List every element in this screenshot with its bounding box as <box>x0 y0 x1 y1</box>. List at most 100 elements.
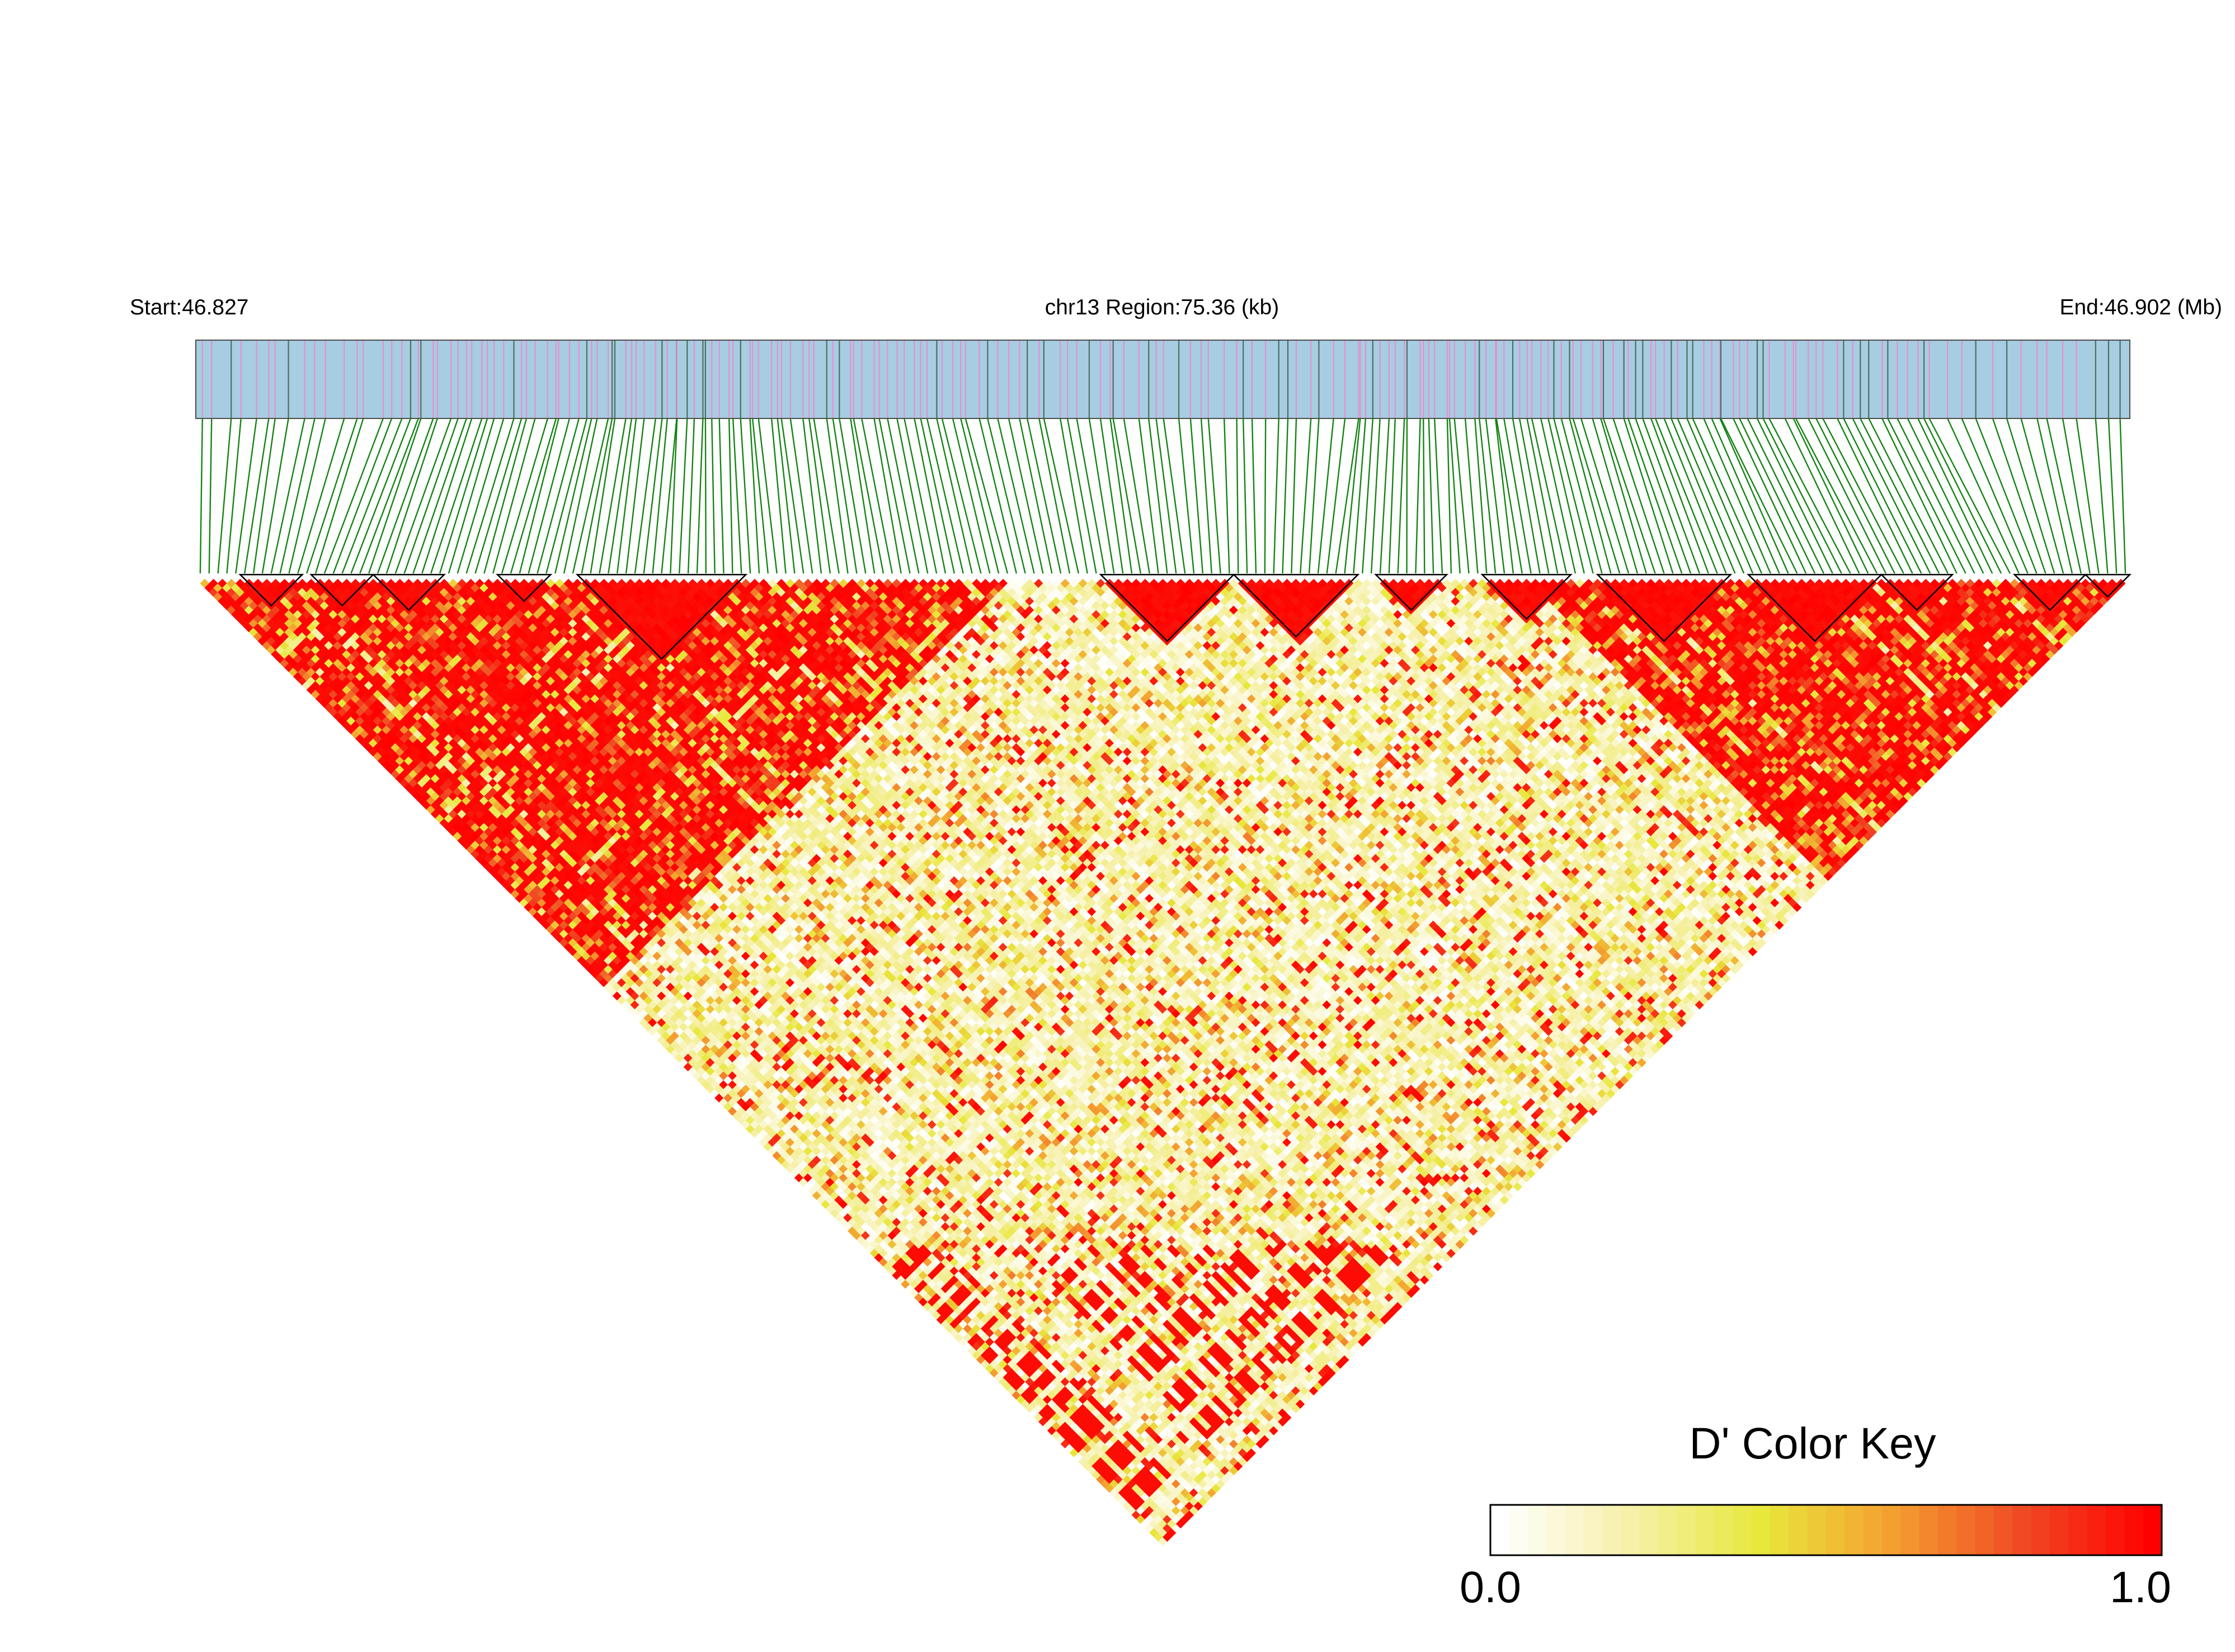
snp-connector <box>1655 418 1718 574</box>
snp-connector <box>1251 418 1257 574</box>
snp-connector <box>740 418 751 574</box>
snp-connector <box>590 418 616 574</box>
snp-connector <box>1474 418 1488 574</box>
snp-connector <box>1224 418 1230 574</box>
snp-connector <box>1815 418 1895 574</box>
snp-connector <box>914 418 947 574</box>
snp-connector <box>687 418 695 574</box>
snp-connector <box>1464 418 1479 574</box>
snp-connector <box>226 418 242 574</box>
snp-connector <box>1163 418 1186 574</box>
snp-connector <box>1747 418 1824 574</box>
snp-connector-lines <box>199 418 2126 574</box>
snp-connector <box>652 418 669 574</box>
snp-connector <box>878 418 911 574</box>
region-size-label: chr13 Region:75.36 (kb) <box>1045 295 1279 319</box>
snp-connector <box>789 418 813 574</box>
snp-connector <box>1852 418 1931 574</box>
snp-connector <box>896 418 929 574</box>
snp-connector <box>952 418 991 574</box>
snp-connector <box>1415 418 1421 574</box>
snp-connector <box>1448 418 1461 574</box>
snp-connector <box>394 418 452 574</box>
snp-connector <box>332 418 393 574</box>
snp-connector <box>832 418 858 574</box>
snp-connector <box>1547 418 1585 574</box>
snp-connector <box>1526 418 1559 574</box>
snp-connector <box>1123 418 1150 574</box>
snp-connector <box>1733 418 1807 574</box>
ld-heatmap-cells <box>200 578 2126 1546</box>
snp-connector <box>1178 418 1195 574</box>
snp-connector <box>1423 418 1425 574</box>
snp-connector <box>1066 418 1097 574</box>
snp-connector <box>297 418 345 574</box>
snp-connector <box>1686 418 1754 574</box>
snp-connector <box>1975 418 2038 574</box>
snp-connector <box>199 418 204 574</box>
snp-connector <box>873 418 902 574</box>
snp-connector <box>1282 418 1289 574</box>
snp-connector <box>1897 418 1975 574</box>
snp-connector <box>1027 418 1062 574</box>
snp-connector <box>1531 418 1568 574</box>
snp-connector <box>2046 418 2082 574</box>
snp-connector <box>2119 418 2126 574</box>
snp-connector <box>350 418 412 574</box>
snp-connector <box>1592 418 1639 574</box>
snp-connector <box>217 418 232 574</box>
snp-connector <box>288 418 326 574</box>
snp-position-bar <box>195 340 2130 419</box>
snp-connector <box>1242 418 1248 574</box>
snp-connector <box>545 418 588 574</box>
snp-connector <box>501 418 549 574</box>
snp-connector <box>1768 418 1851 574</box>
snp-connector <box>1453 418 1470 574</box>
snp-connector <box>385 418 438 574</box>
chart-header: Start:46.827 chr13 Region:75.36 (kb) End… <box>130 295 2222 319</box>
snp-connector <box>1344 418 1361 574</box>
snp-connector <box>1843 418 1922 574</box>
snp-connector <box>1379 418 1390 574</box>
snp-connector <box>1109 418 1133 574</box>
snp-connector <box>887 418 920 574</box>
snp-connector <box>323 418 384 574</box>
snp-connector <box>1335 418 1359 574</box>
snp-connector <box>208 418 213 574</box>
snp-connector <box>1148 418 1168 574</box>
snp-connector <box>1663 418 1727 574</box>
snp-connector <box>1792 418 1869 574</box>
snp-connector <box>960 418 1000 574</box>
snp-connector <box>314 418 364 574</box>
snp-connector <box>920 418 956 574</box>
snp-connector <box>1138 418 1159 574</box>
snp-connector <box>1635 418 1692 574</box>
snp-connector <box>850 418 876 574</box>
snp-connector <box>537 418 580 574</box>
snp-connector <box>492 418 536 574</box>
snp-connector <box>941 418 982 574</box>
snp-connector <box>749 418 760 574</box>
snp-connector <box>661 418 677 574</box>
snp-connector <box>617 418 637 574</box>
snp-connector <box>1868 418 1949 574</box>
snp-connector <box>1569 418 1612 574</box>
snp-connector <box>1553 418 1594 574</box>
snp-connector <box>757 418 778 574</box>
snp-connector <box>926 418 964 574</box>
snp-connector <box>634 418 657 574</box>
snp-connector <box>1961 418 2029 574</box>
snp-connector <box>1433 418 1443 574</box>
snp-connector <box>904 418 938 574</box>
snp-connector <box>1479 418 1497 574</box>
snp-connector <box>777 418 796 574</box>
snp-connector <box>1881 418 1958 574</box>
snp-bar-background <box>196 340 2130 418</box>
snp-connector <box>826 418 849 574</box>
snp-connector <box>1059 418 1088 574</box>
snp-connector <box>1189 418 1204 574</box>
snp-connector <box>1008 418 1044 574</box>
snp-connector <box>1837 418 1913 574</box>
snp-connector <box>997 418 1035 574</box>
